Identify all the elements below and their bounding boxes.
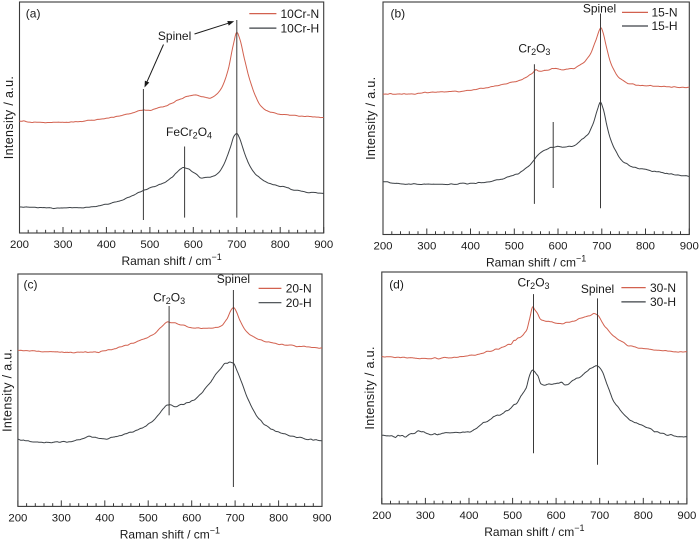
- svg-text:900: 900: [680, 241, 699, 253]
- svg-text:500: 500: [139, 512, 158, 524]
- svg-text:900: 900: [677, 510, 696, 522]
- svg-text:700: 700: [590, 510, 609, 522]
- svg-text:400: 400: [97, 239, 116, 251]
- svg-text:400: 400: [95, 512, 114, 524]
- svg-text:Raman shift / cm−1: Raman shift / cm−1: [120, 525, 220, 541]
- svg-text:30-H: 30-H: [650, 295, 676, 309]
- svg-text:Intensity / a.u.: Intensity / a.u.: [363, 346, 377, 429]
- svg-text:800: 800: [636, 241, 655, 253]
- svg-text:Intensity / a.u.: Intensity / a.u.: [364, 76, 378, 159]
- svg-text:700: 700: [592, 241, 611, 253]
- svg-text:600: 600: [547, 510, 566, 522]
- svg-text:FeCr2O4: FeCr2O4: [166, 125, 212, 141]
- svg-text:200: 200: [373, 241, 392, 253]
- svg-text:Spinel: Spinel: [583, 1, 616, 15]
- svg-text:Cr2O3: Cr2O3: [153, 291, 185, 307]
- svg-text:30-N: 30-N: [650, 281, 676, 295]
- svg-text:(b): (b): [391, 6, 406, 20]
- svg-text:20-H: 20-H: [286, 296, 312, 310]
- svg-text:(d): (d): [389, 278, 404, 292]
- svg-text:Cr2O3: Cr2O3: [518, 42, 550, 58]
- svg-text:Raman shift / cm−1: Raman shift / cm−1: [486, 254, 586, 270]
- svg-text:500: 500: [140, 239, 159, 251]
- svg-text:900: 900: [312, 512, 331, 524]
- svg-text:Intensity / a.u.: Intensity / a.u.: [0, 348, 14, 431]
- svg-text:700: 700: [227, 239, 246, 251]
- svg-text:Spinel: Spinel: [581, 282, 614, 296]
- svg-text:10Cr-N: 10Cr-N: [281, 7, 320, 21]
- svg-text:(a): (a): [26, 6, 41, 20]
- svg-text:20-N: 20-N: [286, 282, 312, 296]
- svg-text:800: 800: [271, 239, 290, 251]
- svg-text:300: 300: [417, 241, 436, 253]
- svg-text:900: 900: [314, 239, 333, 251]
- svg-text:Spinel: Spinel: [158, 29, 191, 43]
- svg-text:500: 500: [503, 510, 522, 522]
- svg-text:200: 200: [8, 512, 27, 524]
- svg-text:600: 600: [184, 239, 203, 251]
- svg-text:Cr2O3: Cr2O3: [518, 276, 550, 292]
- svg-text:Raman shift / cm−1: Raman shift / cm−1: [484, 523, 584, 539]
- svg-text:800: 800: [269, 512, 288, 524]
- svg-text:10Cr-H: 10Cr-H: [281, 21, 320, 35]
- svg-text:400: 400: [461, 241, 480, 253]
- svg-text:(c): (c): [24, 278, 38, 292]
- svg-text:800: 800: [634, 510, 653, 522]
- svg-text:15-N: 15-N: [652, 6, 678, 20]
- svg-text:15-H: 15-H: [652, 19, 678, 33]
- svg-text:Intensity / a.u.: Intensity / a.u.: [2, 76, 16, 159]
- svg-text:Raman shift / cm−1: Raman shift / cm−1: [121, 252, 221, 268]
- svg-text:300: 300: [52, 512, 71, 524]
- svg-text:200: 200: [10, 239, 29, 251]
- svg-text:500: 500: [505, 241, 524, 253]
- svg-text:200: 200: [372, 510, 391, 522]
- svg-text:300: 300: [416, 510, 435, 522]
- svg-text:400: 400: [459, 510, 478, 522]
- svg-text:600: 600: [548, 241, 567, 253]
- svg-text:Spinel: Spinel: [217, 272, 250, 286]
- svg-text:700: 700: [226, 512, 245, 524]
- svg-text:600: 600: [182, 512, 201, 524]
- svg-text:300: 300: [53, 239, 72, 251]
